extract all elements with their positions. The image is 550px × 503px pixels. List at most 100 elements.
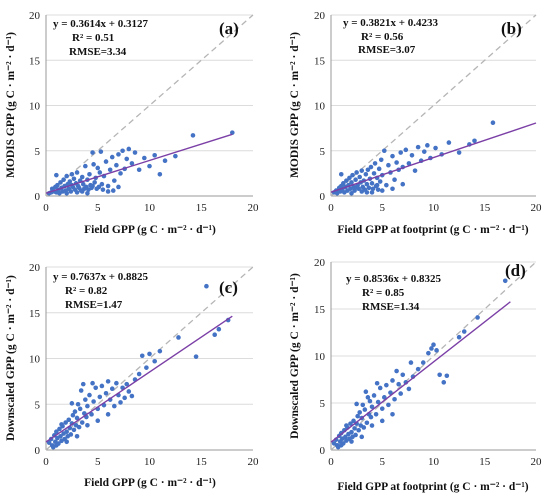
y-tick-label: 5 [320, 398, 326, 410]
rmse: RMSE=3.07 [358, 44, 416, 56]
x-tick-label: 10 [428, 456, 440, 468]
data-point [370, 186, 376, 192]
data-point [390, 153, 395, 159]
data-point [83, 163, 88, 169]
data-point [348, 421, 353, 426]
data-point [475, 315, 480, 320]
data-point [66, 417, 72, 423]
data-point [371, 171, 377, 176]
data-point [87, 392, 92, 398]
x-axis-label: Field GPP (g C · m⁻² · d⁻¹) [84, 224, 216, 236]
data-point [384, 382, 389, 388]
data-point [79, 174, 85, 180]
data-point [444, 373, 450, 379]
rmse: RMSE=3.34 [69, 46, 127, 58]
data-point [105, 183, 111, 189]
x-tick-label: 15 [196, 456, 208, 468]
one-to-one-line [45, 266, 254, 451]
data-point [118, 171, 123, 176]
data-point [120, 148, 125, 154]
data-point [431, 342, 436, 348]
data-point [357, 174, 363, 180]
data-point [461, 329, 467, 334]
data-point [105, 379, 111, 384]
data-point [142, 155, 147, 161]
data-point [378, 157, 384, 163]
x-tick-label: 15 [479, 202, 491, 214]
data-point [92, 180, 97, 185]
data-point [398, 391, 404, 396]
data-point [72, 409, 78, 414]
regression-line [330, 301, 511, 443]
data-point [446, 140, 452, 145]
data-point [61, 177, 66, 183]
data-point [374, 182, 380, 188]
data-point [77, 406, 83, 412]
data-point [375, 399, 381, 405]
y-tick-label: 20 [29, 10, 41, 22]
data-point [90, 150, 95, 155]
y-tick-label: 0 [35, 191, 41, 203]
data-point [50, 444, 56, 450]
y-tick-label: 10 [29, 101, 41, 113]
data-point [377, 179, 383, 184]
data-point [374, 380, 380, 386]
data-point [109, 386, 115, 391]
data-point [126, 146, 132, 152]
data-point [78, 388, 84, 393]
one-to-one-line [330, 261, 537, 451]
panel-c: Downscaled GPP (g C · m⁻² · d⁻¹) Field G… [5, 262, 259, 489]
x-tick-label: 0 [328, 456, 334, 468]
data-point [96, 184, 102, 190]
x-tick-label: 5 [95, 202, 101, 214]
data-point [91, 399, 96, 404]
x-tick-label: 10 [428, 202, 440, 214]
data-point [93, 385, 98, 391]
data-point [354, 170, 359, 175]
data-point [382, 148, 387, 154]
data-point [369, 190, 375, 195]
data-point [129, 393, 135, 399]
data-point [344, 423, 349, 428]
data-point [85, 403, 90, 409]
y-axis-label: MODIS GPP (g C · m⁻² · d⁻¹) [289, 32, 301, 178]
fit-equation: y = 0.3614x + 0.3127 [53, 18, 149, 30]
data-point [68, 432, 74, 437]
data-point [75, 401, 81, 407]
data-point [64, 190, 69, 196]
data-point [369, 423, 375, 428]
data-point [74, 415, 80, 421]
data-point [373, 411, 379, 417]
data-point [85, 190, 90, 196]
data-point [386, 162, 391, 168]
data-point [91, 162, 96, 167]
data-point [74, 170, 80, 175]
y-tick-label: 5 [320, 146, 326, 158]
data-point [372, 161, 378, 166]
data-point [371, 393, 377, 398]
data-point [377, 385, 383, 391]
data-point [361, 425, 367, 430]
y-tick-label: 15 [314, 304, 326, 316]
data-point [70, 412, 76, 418]
panel-label: (d) [505, 261, 526, 280]
data-point [132, 150, 138, 155]
data-point [420, 360, 426, 365]
data-point [64, 429, 69, 435]
data-point [456, 150, 462, 155]
data-point [89, 412, 94, 417]
data-point [212, 332, 218, 338]
data-point [116, 184, 121, 190]
data-point [110, 188, 116, 193]
data-point [352, 188, 357, 193]
data-point [364, 190, 370, 195]
data-point [406, 386, 412, 392]
data-point [126, 389, 132, 394]
data-point [400, 181, 406, 187]
data-point [351, 418, 356, 424]
data-point [80, 181, 86, 187]
data-point [103, 159, 109, 164]
data-point [382, 395, 387, 400]
data-point [74, 190, 80, 195]
